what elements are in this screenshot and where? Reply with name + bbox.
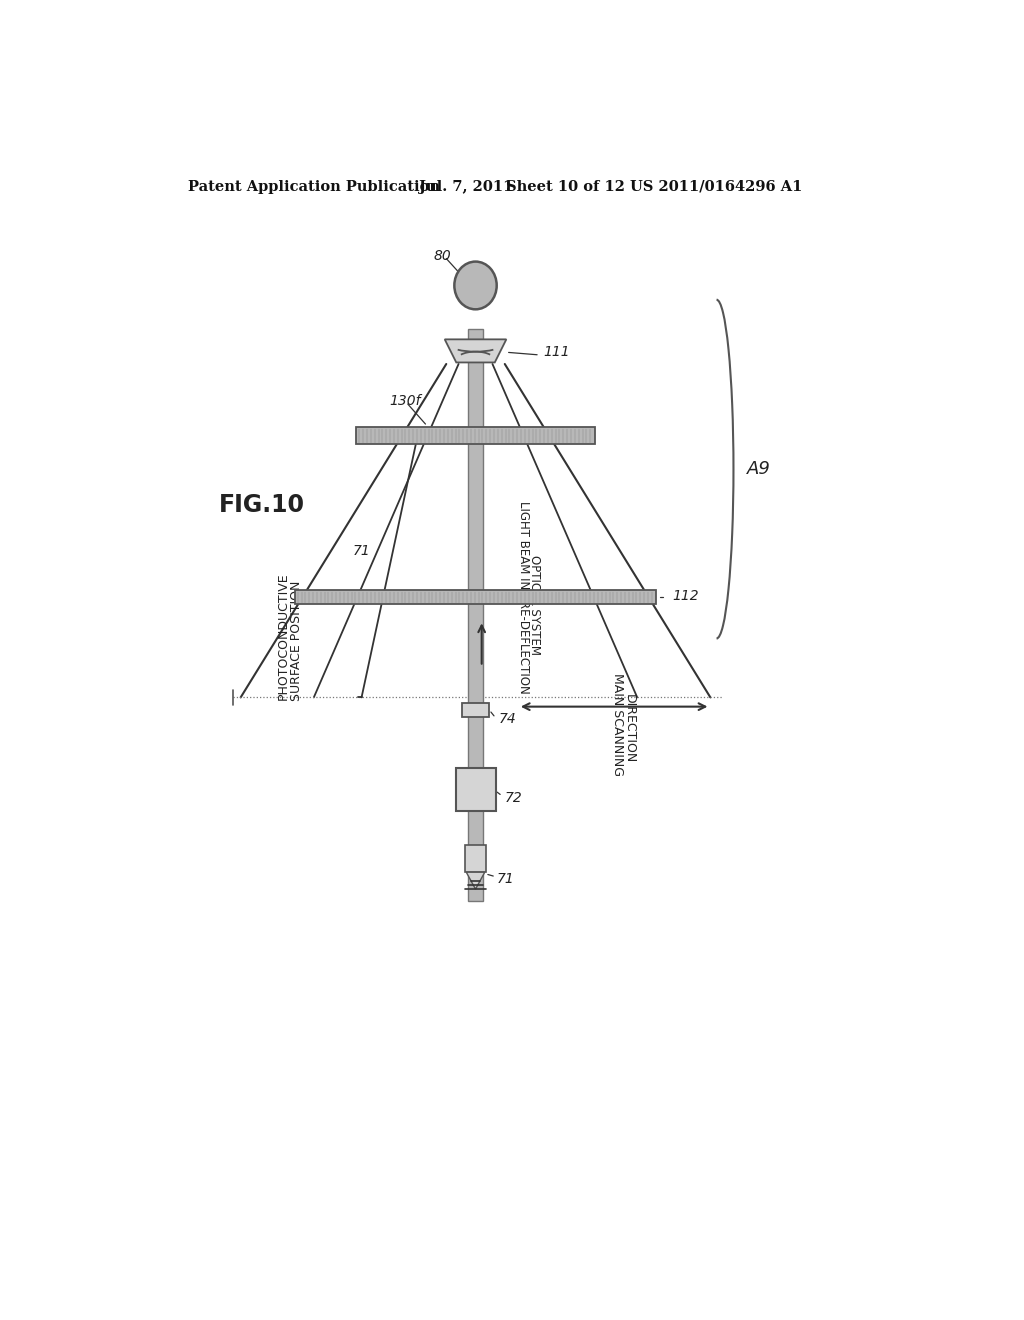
Text: 72: 72 bbox=[505, 791, 522, 804]
Bar bbox=[468, 330, 483, 902]
Text: 130: 130 bbox=[547, 429, 573, 442]
Text: Sheet 10 of 12: Sheet 10 of 12 bbox=[506, 180, 625, 194]
Text: A9: A9 bbox=[746, 461, 770, 478]
Text: 71: 71 bbox=[352, 544, 370, 558]
Text: 80: 80 bbox=[433, 249, 451, 263]
Bar bbox=[356, 428, 595, 444]
Bar bbox=[456, 768, 496, 810]
Text: 112: 112 bbox=[672, 589, 698, 603]
Bar bbox=[462, 702, 489, 717]
Text: OPTICAL SYSTEM: OPTICAL SYSTEM bbox=[527, 554, 541, 655]
Polygon shape bbox=[444, 339, 506, 363]
Bar bbox=[465, 845, 486, 873]
Bar bbox=[295, 590, 656, 605]
Text: PHOTOCONDUCTIVE: PHOTOCONDUCTIVE bbox=[276, 572, 290, 700]
Text: Patent Application Publication: Patent Application Publication bbox=[188, 180, 440, 194]
Text: FIG.10: FIG.10 bbox=[219, 492, 305, 517]
Text: LIGHT BEAM IN PRE-DEFLECTION: LIGHT BEAM IN PRE-DEFLECTION bbox=[517, 500, 529, 694]
Text: Jul. 7, 2011: Jul. 7, 2011 bbox=[419, 180, 514, 194]
Text: 74: 74 bbox=[499, 711, 516, 726]
Text: US 2011/0164296 A1: US 2011/0164296 A1 bbox=[630, 180, 802, 194]
Text: DIRECTION: DIRECTION bbox=[623, 693, 636, 763]
Text: 130f: 130f bbox=[389, 393, 421, 408]
Text: 71: 71 bbox=[497, 873, 515, 886]
Text: 111: 111 bbox=[544, 346, 570, 359]
Text: SURFACE POSITION: SURFACE POSITION bbox=[290, 581, 303, 701]
Text: MAIN SCANNING: MAIN SCANNING bbox=[611, 673, 625, 776]
Polygon shape bbox=[466, 873, 484, 890]
Ellipse shape bbox=[455, 261, 497, 309]
